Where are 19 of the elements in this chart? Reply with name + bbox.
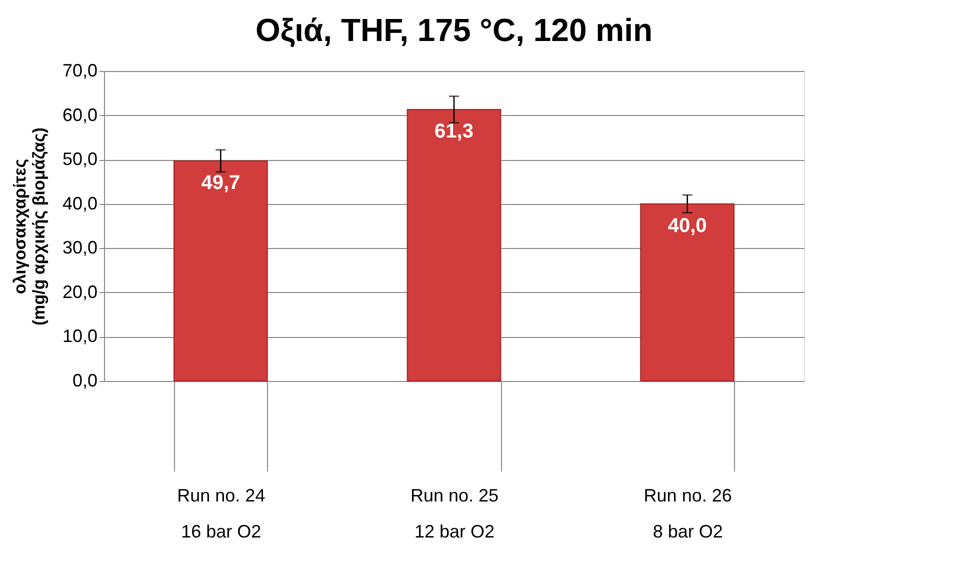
data-label: 49,7 [201,172,240,194]
y-tick-label: 20,0 [62,282,98,302]
y-tick-label: 30,0 [62,238,98,258]
chart-title: Οξιά, THF, 175 °C, 120 min [255,12,653,48]
bar [174,160,268,382]
y-axis-title: ολιγοσακχαρίτες (mg/g αρχικής βιομάζας) [10,127,48,326]
y-tick-label: 60,0 [62,104,98,125]
y-tick-label: 50,0 [62,149,98,170]
bar [406,109,502,382]
y-tick-label: 0,0 [72,370,98,390]
x-tick-label: Run no. 24 16 bar O2 [177,486,266,542]
y-tick-label: 70,0 [62,60,98,80]
y-tick-label: 40,0 [62,193,98,214]
x-tick-label: Run no. 26 8 bar O2 [644,486,732,542]
bar [640,203,734,382]
x-tick-label: Run no. 25 12 bar O2 [410,486,499,542]
data-label: 40,0 [668,214,707,237]
data-label: 61,3 [434,120,474,143]
y-tick-label: 10,0 [62,326,98,346]
